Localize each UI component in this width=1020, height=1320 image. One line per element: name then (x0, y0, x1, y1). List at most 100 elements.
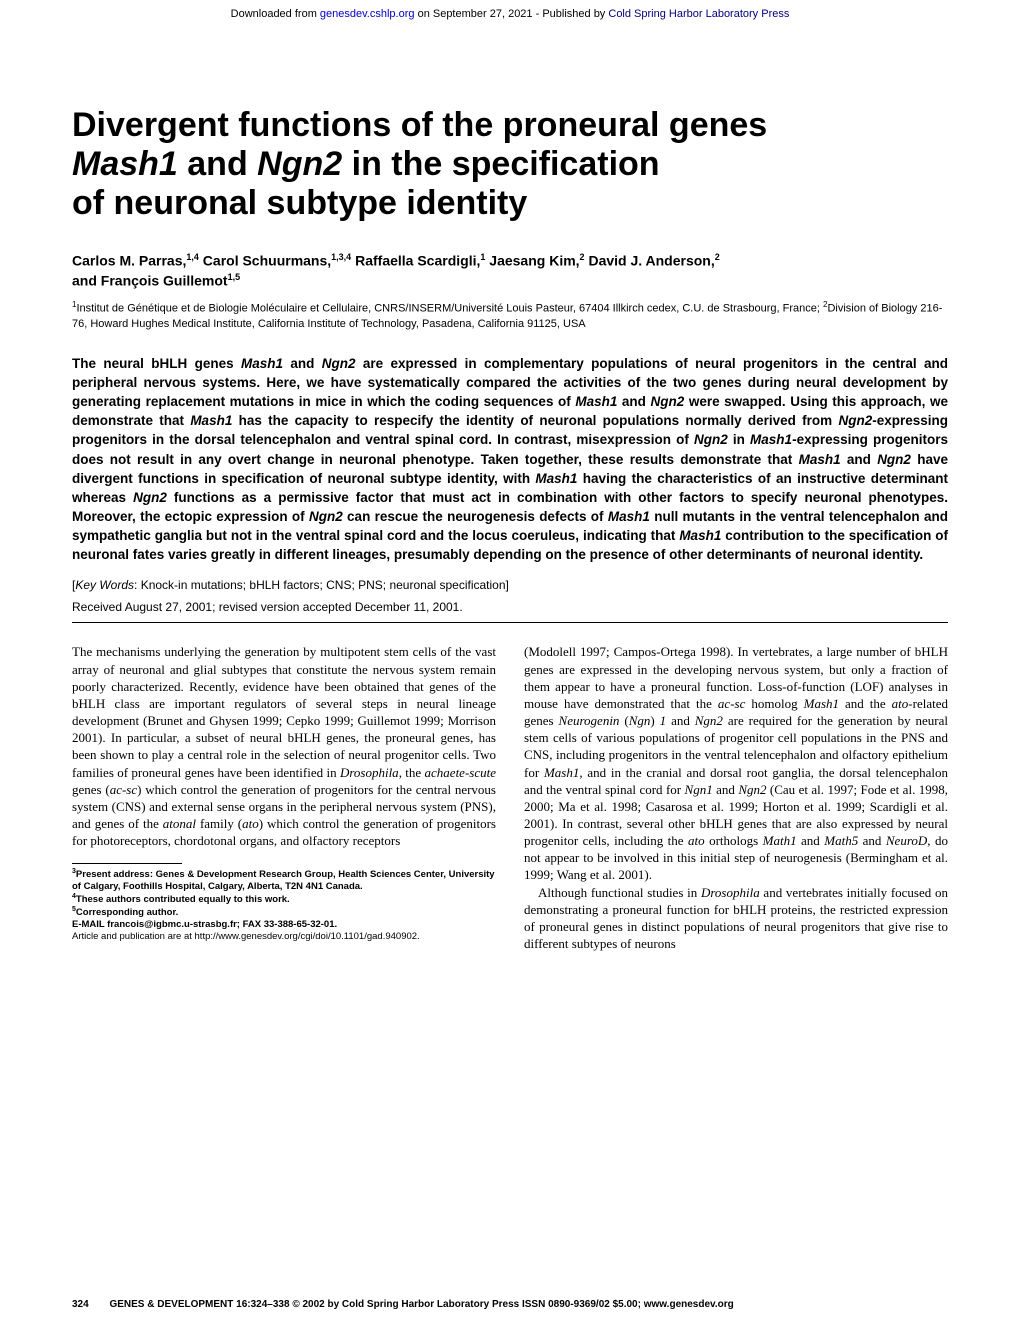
abs-t: Ngn2 (877, 452, 911, 467)
abs-x: Ngn2 (133, 490, 167, 505)
fn-3: 3Present address: Genes & Development Re… (72, 868, 496, 893)
abs-z: Ngn2 (309, 509, 343, 524)
abs-k: has the capacity to respecify the identi… (232, 413, 838, 428)
authors-block: Carlos M. Parras,1,4 Carol Schuurmans,1,… (72, 251, 948, 290)
abs-p: Mash1 (750, 432, 792, 447)
title-gene1: Mash1 (72, 145, 178, 183)
abstract: The neural bHLH genes Mash1 and Ngn2 are… (72, 354, 948, 565)
l-h: atonal (163, 816, 196, 831)
r-b: ac-sc (718, 696, 745, 711)
download-mid: on September 27, 2021 - Published by (415, 8, 609, 20)
keywords: [Key Words: Knock-in mutations; bHLH fac… (72, 578, 948, 592)
page-footer: 324 GENES & DEVELOPMENT 16:324–338 © 200… (72, 1299, 948, 1310)
fn-email: E-MAIL francois@igbmc.u-strasbg.fr; FAX … (72, 919, 496, 931)
footnote-rule (72, 863, 182, 864)
journal-info: GENES & DEVELOPMENT 16:324–338 © 2002 by… (109, 1299, 733, 1310)
author-5: David J. Anderson, (588, 253, 714, 269)
l-c: , the (399, 765, 425, 780)
abs-o: in (728, 432, 750, 447)
fn-article: Article and publication are at http://ww… (72, 931, 496, 943)
footnotes: 3Present address: Genes & Development Re… (72, 868, 496, 943)
l-i: family ( (196, 816, 242, 831)
abs-j: Mash1 (190, 413, 232, 428)
author-3-sup: 1 (480, 252, 485, 262)
l-f: ac-sc (110, 782, 137, 797)
body-columns: The mechanisms underlying the generation… (72, 643, 948, 952)
title-line2-tail: in the specification (342, 145, 659, 183)
kw-c: : Knock-in mutations; bHLH factors; CNS;… (134, 578, 509, 592)
title-line3: of neuronal subtype identity (72, 184, 527, 222)
download-link-publisher[interactable]: Cold Spring Harbor Laboratory Press (608, 8, 789, 20)
r-t: Ngn2 (738, 782, 766, 797)
r-m: and (666, 713, 695, 728)
download-link-source[interactable]: genesdev.cshlp.org (320, 8, 415, 20)
r-k: ) (650, 713, 659, 728)
author-3: Raffaella Scardigli, (355, 253, 480, 269)
r-ab: NeuroD (886, 833, 927, 848)
right-p1: (Modolell 1997; Campos-Ortega 1998). In … (524, 643, 948, 883)
r-f: ato (892, 696, 909, 711)
page-number: 324 (72, 1299, 89, 1310)
right-column: (Modolell 1997; Campos-Ortega 1998). In … (524, 643, 948, 952)
l-j: ato (242, 816, 259, 831)
article-title: Divergent functions of the proneural gen… (72, 106, 948, 223)
fn-4: 4These authors contributed equally to th… (72, 893, 496, 906)
kw-b: Key Words (75, 578, 134, 592)
r-c: homolog (745, 696, 803, 711)
r-v: ato (688, 833, 705, 848)
received-line: Received August 27, 2001; revised versio… (72, 600, 948, 614)
download-prefix: Downloaded from (231, 8, 320, 20)
affil-1: Institut de Génétique et de Biologie Mol… (76, 303, 823, 315)
affiliations: 1Institut de Génétique et de Biologie Mo… (72, 300, 948, 331)
abs-ab: Mash1 (608, 509, 650, 524)
left-column: The mechanisms underlying the generation… (72, 643, 496, 952)
abs-l: Ngn2 (838, 413, 872, 428)
author-2-sup: 1,3,4 (331, 252, 351, 262)
author-1-sup: 1,4 (186, 252, 199, 262)
fn5-text: Corresponding author. (76, 907, 178, 918)
abs-s: and (841, 452, 878, 467)
title-and: and (178, 145, 257, 183)
author-1: Carlos M. Parras, (72, 253, 186, 269)
abs-g: and (617, 394, 650, 409)
abs-ad: Mash1 (679, 528, 721, 543)
author-2: Carol Schuurmans, (203, 253, 331, 269)
r-e: and the (839, 696, 892, 711)
r-p: Mash1 (544, 765, 579, 780)
fn3-text: Present address: Genes & Development Res… (72, 869, 495, 892)
r2-a: Although functional studies in (538, 885, 701, 900)
r-h: Neurogenin (559, 713, 620, 728)
abs-aa: can rescue the neurogenesis defects of (343, 509, 608, 524)
r-y: and (797, 833, 825, 848)
abs-c: and (283, 356, 322, 371)
abs-b: Mash1 (241, 356, 283, 371)
right-p2: Although functional studies in Drosophil… (524, 884, 948, 953)
l-b: Drosophila (340, 765, 399, 780)
r-s: and (713, 782, 739, 797)
fn4-text: These authors contributed equally to thi… (76, 894, 290, 905)
l-e: genes ( (72, 782, 110, 797)
r-w: orthologs (705, 833, 763, 848)
r-j: Ngn (629, 713, 651, 728)
title-gene2: Ngn2 (257, 145, 342, 183)
abs-n: Ngn2 (694, 432, 728, 447)
author-4: Jaesang Kim, (489, 253, 579, 269)
title-line1: Divergent functions of the proneural gen… (72, 106, 767, 144)
author-6: and François Guillemot (72, 272, 228, 288)
author-4-sup: 2 (580, 252, 585, 262)
abs-f: Mash1 (575, 394, 617, 409)
left-p1: The mechanisms underlying the generation… (72, 643, 496, 849)
download-banner: Downloaded from genesdev.cshlp.org on Se… (0, 0, 1020, 26)
abs-d: Ngn2 (322, 356, 356, 371)
abs-v: Mash1 (535, 471, 577, 486)
author-6-sup: 1,5 (228, 272, 241, 282)
l-d: achaete-scute (425, 765, 496, 780)
r-i: ( (619, 713, 628, 728)
fn-5: 5Corresponding author. (72, 906, 496, 919)
r-d: Mash1 (804, 696, 839, 711)
r-z: Math5 (824, 833, 858, 848)
r-x: Math1 (763, 833, 797, 848)
r2-b: Drosophila (701, 885, 760, 900)
r-n: Ngn2 (695, 713, 723, 728)
r-aa: and (858, 833, 886, 848)
